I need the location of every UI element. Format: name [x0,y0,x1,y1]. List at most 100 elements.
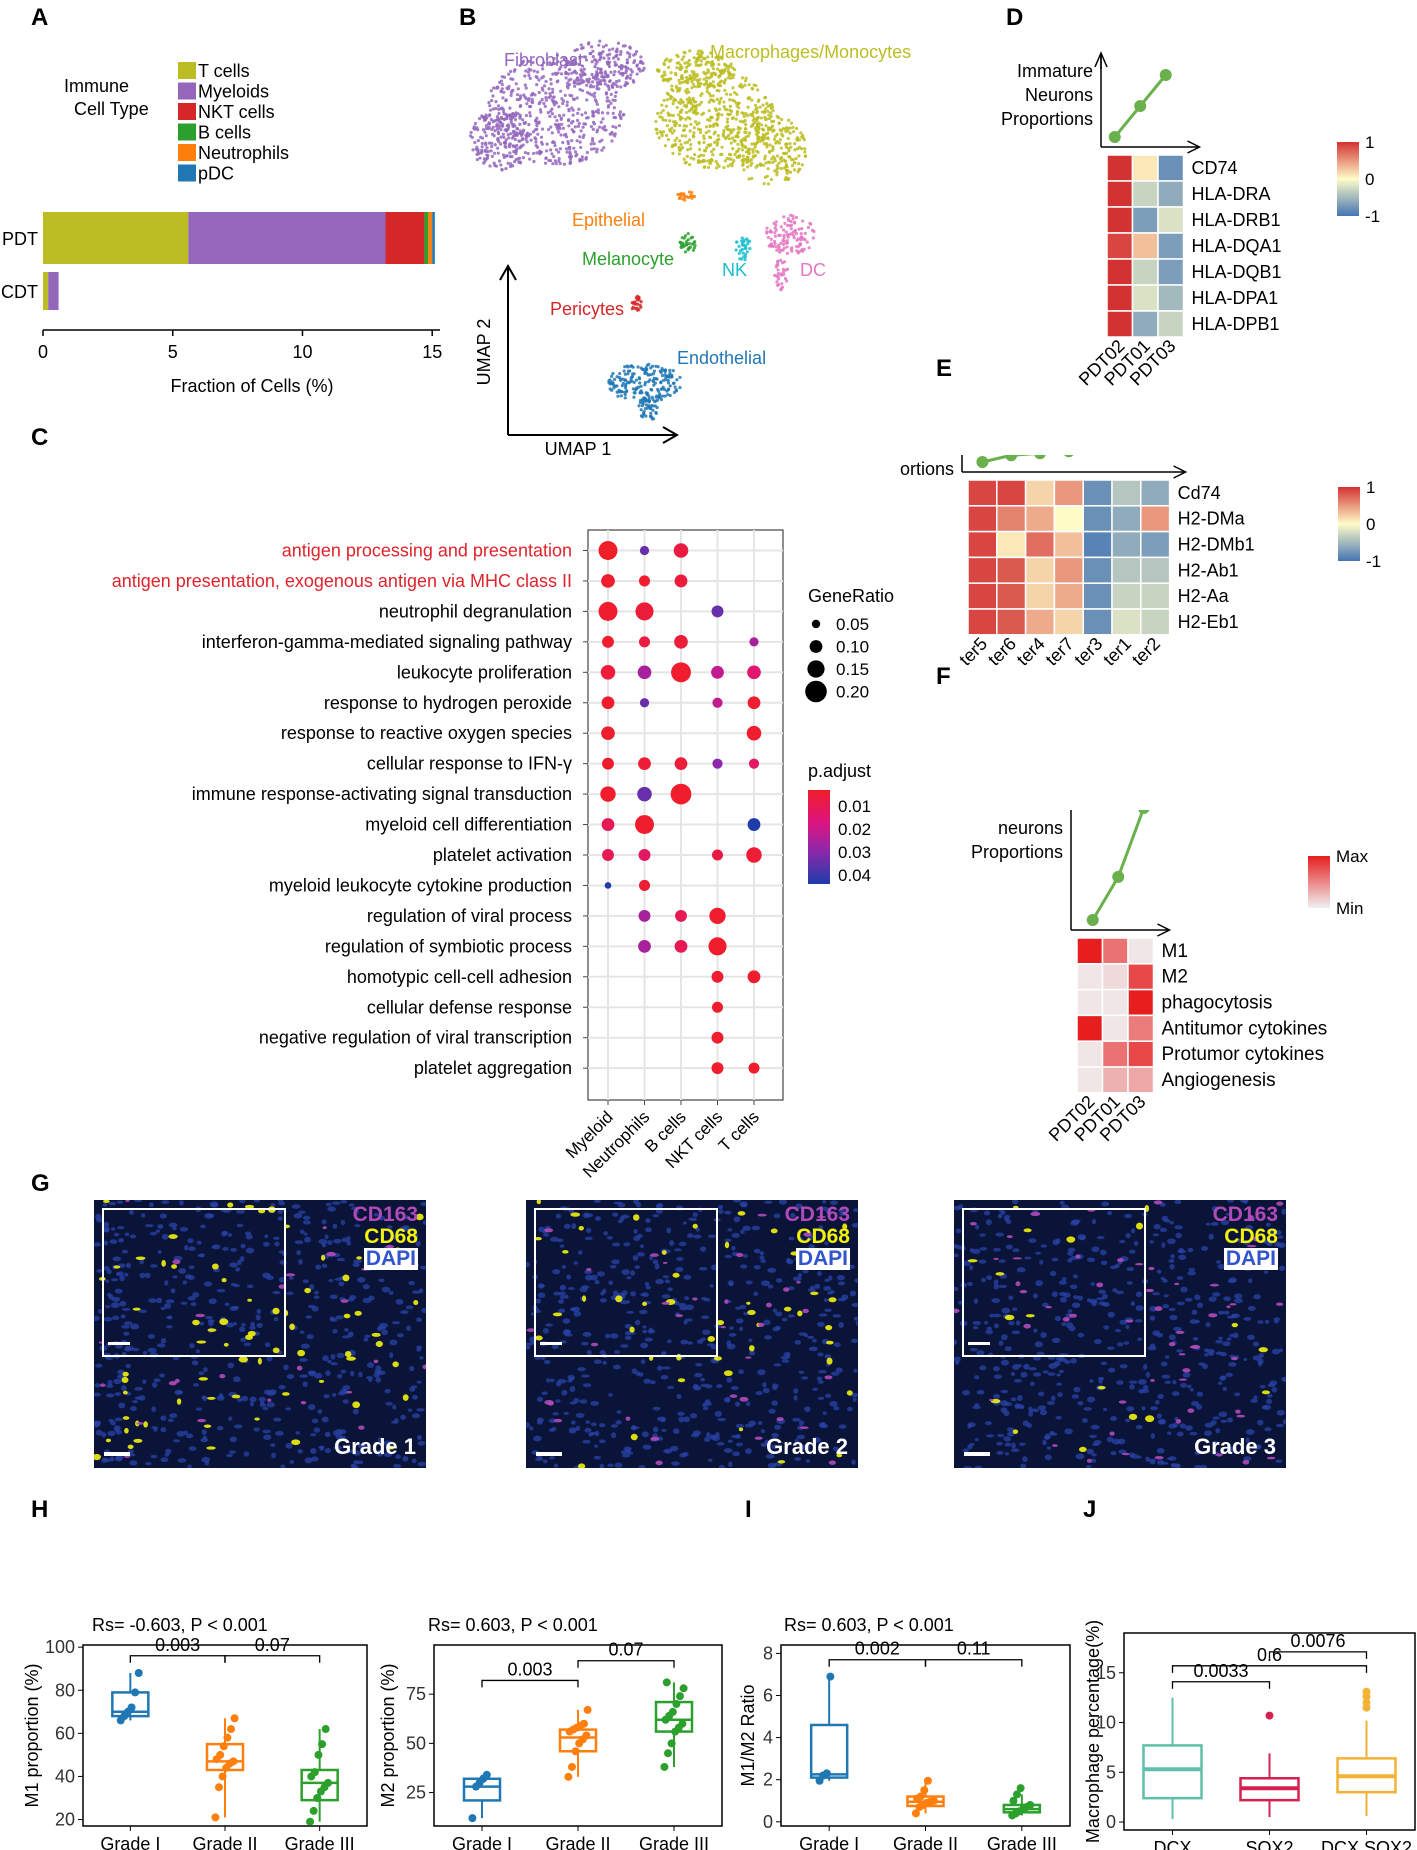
nucleus [411,1413,421,1419]
umap-point [516,87,520,91]
nucleus [205,1315,213,1320]
umap-point [661,368,665,372]
nucleus [998,1340,1004,1346]
umap-point [684,117,688,121]
nucleus [590,1422,597,1427]
umap-point [480,145,484,149]
size-legend-dot [805,680,827,703]
umap-point [762,163,766,167]
nucleus [1281,1208,1286,1215]
nucleus [596,1271,606,1277]
nucleus [593,1444,599,1448]
nucleus [1187,1270,1196,1276]
umap-point [489,149,493,153]
heatmap-cell [1131,232,1159,260]
nucleus [392,1464,402,1468]
nucleus [1090,1282,1096,1286]
umap-point [696,127,701,131]
data-point [662,1678,671,1687]
nucleus [318,1238,328,1245]
legend-label: B cells [198,123,251,143]
umap-point [656,365,660,369]
umap-point [785,177,789,181]
nucleus [1089,1379,1094,1383]
nucleus [1215,1351,1223,1355]
nucleus [1126,1281,1133,1285]
nucleus [1176,1431,1184,1437]
nucleus [1103,1407,1108,1412]
nucleus [585,1274,593,1281]
cd163-cell [1015,1281,1021,1287]
dot [747,696,761,710]
cd68-cell [192,1319,200,1326]
umap-point [658,392,662,396]
umap-point [803,231,807,235]
umap-point [573,62,577,66]
nucleus [1091,1442,1100,1447]
dot [670,783,692,805]
umap-point [674,84,678,88]
cd163-cell [1125,1319,1134,1323]
cd163-cell [346,1390,353,1394]
umap-point [679,143,683,147]
nucleus [1072,1274,1078,1279]
umap-point [800,226,804,231]
nucleus [159,1373,166,1378]
nucleus [640,1342,649,1349]
nucleus [144,1272,151,1279]
umap-point [725,120,729,124]
nucleus [608,1393,613,1397]
nucleus [110,1302,120,1309]
nucleus [1055,1356,1064,1361]
umap-point [685,60,690,65]
nucleus [724,1254,733,1259]
x-tick-label: Grade I [452,1834,512,1850]
umap-point [521,60,525,65]
nucleus [230,1282,237,1287]
heatmap-cell [1127,1040,1155,1068]
umap-point [602,146,606,150]
umap-point [581,125,585,129]
data-point [583,1705,592,1714]
umap-point [668,119,672,123]
umap-point [541,67,545,71]
nucleus [129,1460,138,1466]
nucleus [1020,1463,1027,1468]
nucleus [694,1372,703,1378]
nucleus [969,1248,974,1253]
nucleus [1217,1310,1225,1315]
umap-point [787,118,791,122]
umap-point [782,158,786,162]
umap-point [548,91,552,96]
nucleus [1145,1371,1151,1378]
heatmap-cell [1101,963,1129,991]
umap-point [633,302,637,306]
umap-point [688,147,693,151]
umap-point [475,157,479,162]
umap-point [692,246,696,250]
nucleus [255,1314,261,1321]
umap-point [513,113,518,117]
heatmap-cell [1024,479,1056,507]
nucleus [1017,1395,1023,1402]
nucleus [1046,1446,1052,1450]
heatmap-cell [1131,310,1159,338]
nucleus [138,1309,148,1314]
heatmap-cell [1131,206,1159,234]
nucleus [346,1240,352,1246]
cd68-cell [223,1342,229,1347]
dot [711,1031,724,1044]
umap-point [637,298,641,302]
heatmap-col-label: ter6 [984,633,1020,669]
y-tick-label: 2 [763,1770,773,1790]
legend-label: pDC [198,164,234,184]
nucleus [1039,1259,1044,1265]
nucleus [830,1371,840,1376]
umap-point [512,129,516,133]
nucleus [808,1346,818,1352]
umap-point [718,107,722,111]
nucleus [716,1383,723,1389]
umap-point [577,121,581,126]
nucleus [1173,1326,1182,1332]
